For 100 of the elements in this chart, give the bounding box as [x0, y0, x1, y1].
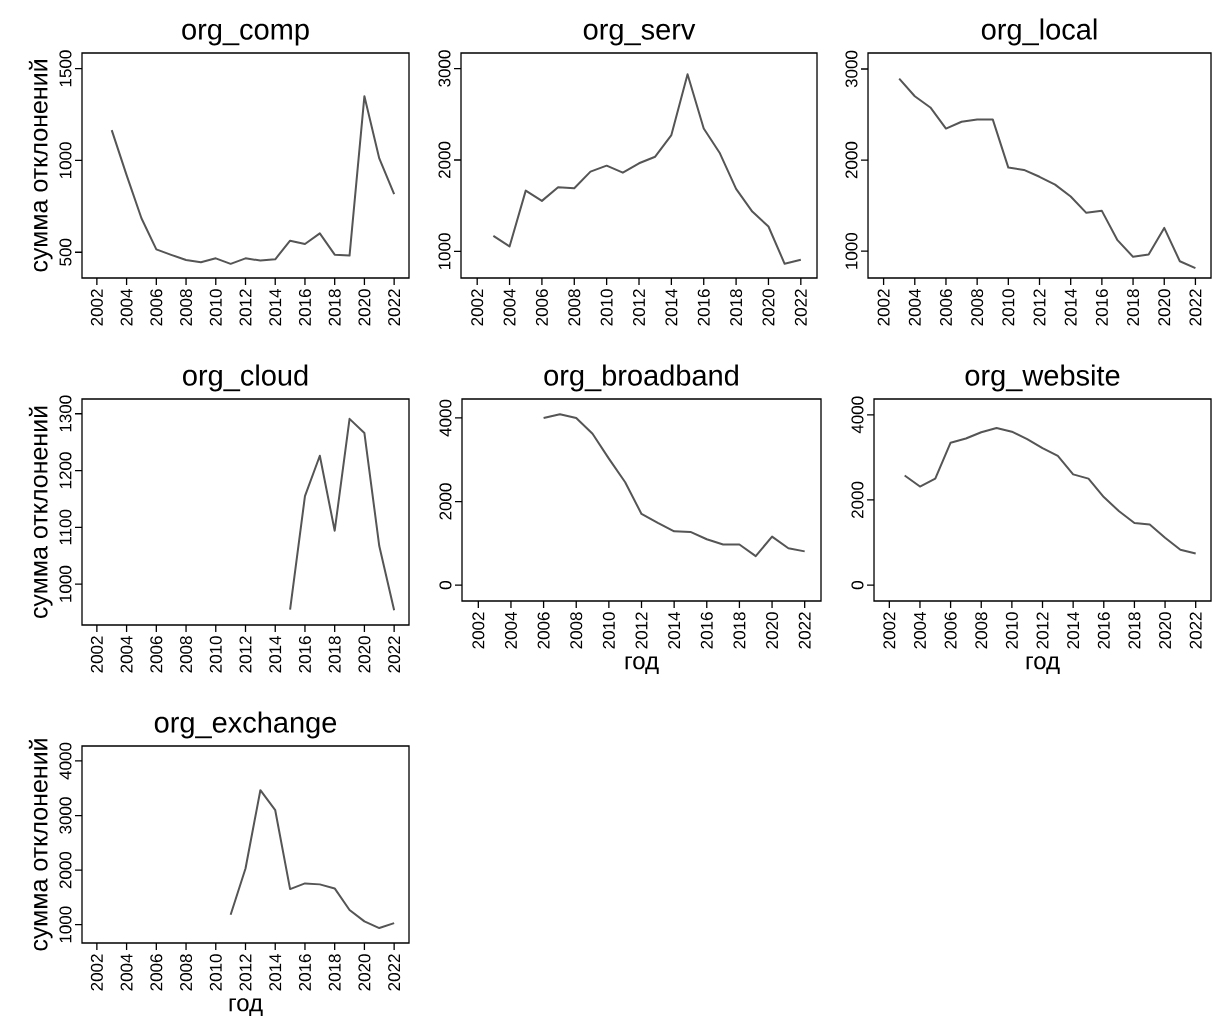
x-tick-label: 2002 [883, 612, 896, 649]
x-tick-label: 2006 [150, 954, 163, 991]
x-tick-label: 2008 [180, 289, 193, 326]
x-tick-label: 2008 [975, 612, 988, 649]
chart-title: org_comp [182, 23, 309, 46]
chart-title: org_serv [583, 23, 696, 46]
y-axis-title: сумма отклонений [28, 406, 53, 619]
x-tick-label: 2012 [1033, 289, 1046, 326]
y-tick-label: 2000 [439, 483, 452, 520]
x-tick-label: 2006 [150, 289, 163, 326]
x-tick-label: 2004 [908, 289, 921, 326]
x-tick-label: 2020 [766, 612, 779, 649]
x-tick-label: 2016 [697, 289, 710, 326]
x-tick-label: 2010 [209, 289, 222, 326]
line-series [542, 413, 806, 558]
y-tick-label: 1000 [59, 142, 72, 179]
x-tick-label: 2004 [504, 612, 517, 649]
x-tick-label: 2018 [730, 289, 743, 326]
x-tick-label: 2002 [472, 612, 485, 649]
x-tick-label: 2002 [90, 289, 103, 326]
x-tick-label: 2020 [762, 289, 775, 326]
x-tick-label: 2022 [794, 289, 807, 326]
x-tick-label: 2016 [1097, 612, 1110, 649]
x-tick-label: 2012 [632, 289, 646, 326]
y-tick-label: 1100 [59, 509, 72, 545]
y-tick-label: 4000 [59, 742, 72, 780]
x-tick-label: 2022 [798, 612, 811, 649]
x-tick-label: 2004 [120, 636, 133, 673]
line-series [110, 95, 396, 265]
chart-title: org_local [981, 18, 1097, 46]
x-tick-label: 2010 [209, 954, 222, 991]
x-tick-label: 2014 [668, 612, 681, 649]
x-axis-title: год [625, 656, 659, 674]
x-tick-label: 2014 [269, 954, 282, 991]
y-tick-label: 4000 [439, 399, 452, 437]
x-tick-label: 2008 [568, 289, 581, 326]
x-tick-label: 2012 [239, 636, 252, 673]
line-series [492, 73, 802, 265]
x-tick-label: 2010 [209, 636, 222, 673]
y-axis-title: сумма отклонений [28, 60, 53, 272]
x-tick-label: 2018 [328, 636, 341, 673]
y-tick-label: 3000 [59, 797, 72, 834]
x-tick-label: 2002 [90, 954, 103, 991]
y-tick-label: 1000 [59, 906, 72, 943]
y-tick-label: 4000 [851, 396, 864, 434]
x-tick-label: 2022 [1189, 612, 1202, 649]
x-tick-label: 2010 [600, 289, 613, 326]
x-tick-label: 2012 [239, 954, 252, 991]
x-tick-label: 2014 [269, 636, 282, 673]
x-tick-label: 2008 [570, 612, 583, 649]
y-tick-label: 500 [59, 238, 72, 266]
x-tick-label: 2010 [602, 612, 615, 649]
x-tick-label: 2008 [180, 954, 193, 991]
x-axis-title: год [229, 998, 263, 1016]
x-tick-label: 2004 [120, 954, 133, 991]
x-tick-label: 2016 [298, 954, 311, 991]
y-tick-label: 2000 [59, 851, 72, 889]
y-tick-label: 3000 [845, 50, 858, 88]
x-tick-label: 2016 [1095, 289, 1108, 326]
x-tick-label: 2022 [388, 954, 401, 991]
y-tick-label: 1000 [438, 233, 451, 270]
x-tick-label: 2018 [328, 954, 341, 991]
x-tick-label: 2012 [1036, 612, 1049, 649]
x-tick-label: 2012 [239, 289, 252, 326]
x-tick-label: 2004 [913, 612, 926, 649]
y-tick-label: 2000 [845, 141, 858, 179]
x-tick-label: 2018 [733, 612, 746, 649]
y-tick-label: 3000 [438, 50, 451, 87]
y-tick-label: 1000 [845, 232, 858, 269]
x-tick-label: 2006 [939, 289, 952, 326]
x-tick-label: 2004 [503, 289, 516, 326]
x-tick-label: 2020 [358, 636, 371, 673]
x-tick-label: 2022 [388, 636, 401, 673]
x-tick-label: 2014 [1064, 289, 1077, 326]
chart-title: org_cloud [183, 364, 308, 392]
y-tick-label: 1000 [59, 565, 72, 602]
x-tick-label: 2010 [1005, 612, 1018, 649]
y-tick-label: 0 [851, 581, 864, 590]
x-tick-label: 2016 [298, 636, 311, 673]
line-series [898, 77, 1197, 270]
x-tick-label: 2022 [388, 289, 401, 326]
x-tick-label: 2020 [358, 954, 371, 991]
x-tick-label: 2010 [1002, 289, 1015, 326]
x-tick-label: 2012 [635, 612, 648, 649]
x-tick-label: 2020 [1158, 289, 1171, 326]
x-tick-label: 2014 [269, 289, 282, 326]
y-tick-label: 1300 [59, 395, 72, 432]
x-tick-label: 2006 [944, 612, 957, 649]
chart-title: org_website [965, 364, 1120, 392]
x-tick-label: 2008 [180, 636, 193, 673]
x-tick-label: 2002 [877, 289, 890, 326]
y-tick-label: 0 [439, 581, 452, 590]
x-tick-label: 2020 [358, 289, 371, 326]
line-series [289, 417, 396, 612]
y-tick-label: 1500 [59, 50, 72, 87]
x-axis-title: год [1026, 656, 1060, 674]
x-tick-label: 2014 [1067, 612, 1080, 649]
x-tick-label: 2022 [1189, 289, 1202, 326]
y-tick-label: 2000 [438, 141, 451, 179]
y-tick-label: 2000 [851, 481, 864, 519]
